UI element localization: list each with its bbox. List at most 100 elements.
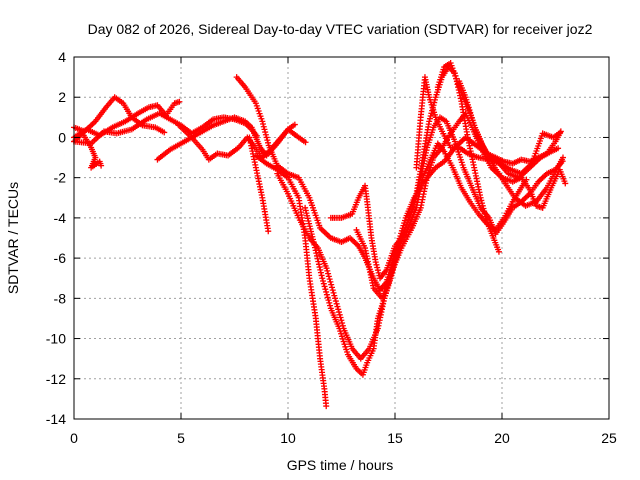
data-point — [311, 244, 318, 251]
data-point — [328, 284, 335, 291]
data-point — [478, 197, 485, 204]
data-point — [320, 277, 327, 284]
x-tick-label: 5 — [177, 430, 185, 446]
data-point — [323, 403, 330, 410]
data-series — [71, 60, 569, 410]
y-tick-label: -2 — [54, 170, 67, 186]
data-point — [339, 320, 346, 327]
data-point — [262, 129, 269, 136]
data-point — [426, 115, 433, 122]
y-tick-label: 4 — [58, 49, 66, 65]
data-point — [329, 287, 336, 294]
data-point — [338, 317, 345, 324]
x-axis-label: GPS time / hours — [287, 457, 394, 473]
data-point — [375, 269, 382, 276]
data-point — [479, 200, 486, 207]
data-point — [372, 259, 379, 266]
data-point — [325, 270, 332, 277]
y-axis-label: SDTVAR / TECUs — [5, 182, 21, 294]
data-point — [317, 266, 324, 273]
data-point — [330, 289, 337, 296]
data-point — [495, 248, 502, 255]
data-point — [559, 154, 566, 161]
data-point — [328, 281, 335, 288]
series-9 — [252, 152, 330, 410]
x-tick-label: 10 — [280, 430, 296, 446]
data-point — [326, 299, 333, 306]
data-point — [98, 162, 105, 169]
data-point — [313, 250, 320, 257]
data-point — [319, 275, 326, 282]
data-point — [477, 194, 484, 201]
data-point — [332, 295, 339, 302]
data-point — [331, 292, 338, 299]
axis-ticks: 0 5 10 15 20 25 -14 -12 -10 -8 -6 -4 -2 0 2 4 — [46, 49, 617, 446]
data-point — [314, 255, 321, 262]
data-point — [311, 241, 318, 248]
data-point — [480, 205, 487, 212]
data-point — [312, 247, 319, 254]
data-point — [265, 228, 272, 235]
y-tick-label: 0 — [58, 129, 66, 145]
data-point — [313, 252, 320, 259]
data-point — [262, 131, 269, 138]
data-point — [374, 264, 381, 271]
data-point — [481, 208, 488, 215]
x-tick-label: 0 — [70, 430, 78, 446]
data-point — [325, 297, 332, 304]
y-tick-label: -4 — [54, 210, 67, 226]
series-6 — [175, 122, 309, 163]
data-point — [326, 276, 333, 283]
data-point — [427, 112, 434, 119]
data-point — [323, 288, 330, 295]
series-8 — [246, 134, 272, 235]
data-point — [374, 267, 381, 274]
x-tick-label: 20 — [494, 430, 510, 446]
y-tick-label: -12 — [46, 371, 66, 387]
data-point — [316, 264, 323, 271]
data-point — [327, 278, 334, 285]
y-tick-label: -14 — [46, 411, 66, 427]
data-point — [260, 123, 267, 130]
series-15 — [413, 74, 564, 177]
data-point — [259, 118, 266, 125]
data-point — [337, 314, 344, 321]
data-point — [335, 306, 342, 313]
data-point — [324, 294, 331, 301]
data-point — [336, 311, 343, 318]
series-4 — [71, 130, 105, 171]
data-point — [265, 139, 272, 146]
chart-title: Day 082 of 2026, Sidereal Day-to-day VTE… — [88, 21, 593, 37]
data-point — [557, 129, 564, 136]
data-point — [555, 145, 562, 152]
data-point — [373, 261, 380, 268]
data-point — [310, 239, 317, 246]
data-point — [321, 283, 328, 290]
data-point — [327, 302, 334, 309]
data-point — [333, 300, 340, 307]
data-point — [318, 272, 325, 279]
data-point — [261, 126, 268, 133]
data-point — [325, 273, 332, 280]
data-point — [264, 137, 271, 144]
series-12 — [327, 140, 530, 282]
data-point — [320, 280, 327, 287]
data-point — [562, 180, 569, 187]
data-point — [263, 134, 270, 141]
data-point — [260, 121, 267, 128]
data-point — [315, 261, 322, 268]
data-point — [332, 298, 339, 305]
data-point — [481, 210, 488, 217]
series-16 — [456, 78, 566, 209]
y-tick-label: -10 — [46, 331, 66, 347]
x-tick-label: 25 — [601, 430, 617, 446]
data-point — [323, 291, 330, 298]
data-point — [302, 139, 309, 146]
data-point — [161, 129, 168, 136]
data-point — [315, 258, 322, 265]
data-point — [317, 269, 324, 276]
data-point — [428, 110, 435, 117]
plot-frame — [73, 56, 610, 420]
y-tick-label: -8 — [54, 290, 67, 306]
